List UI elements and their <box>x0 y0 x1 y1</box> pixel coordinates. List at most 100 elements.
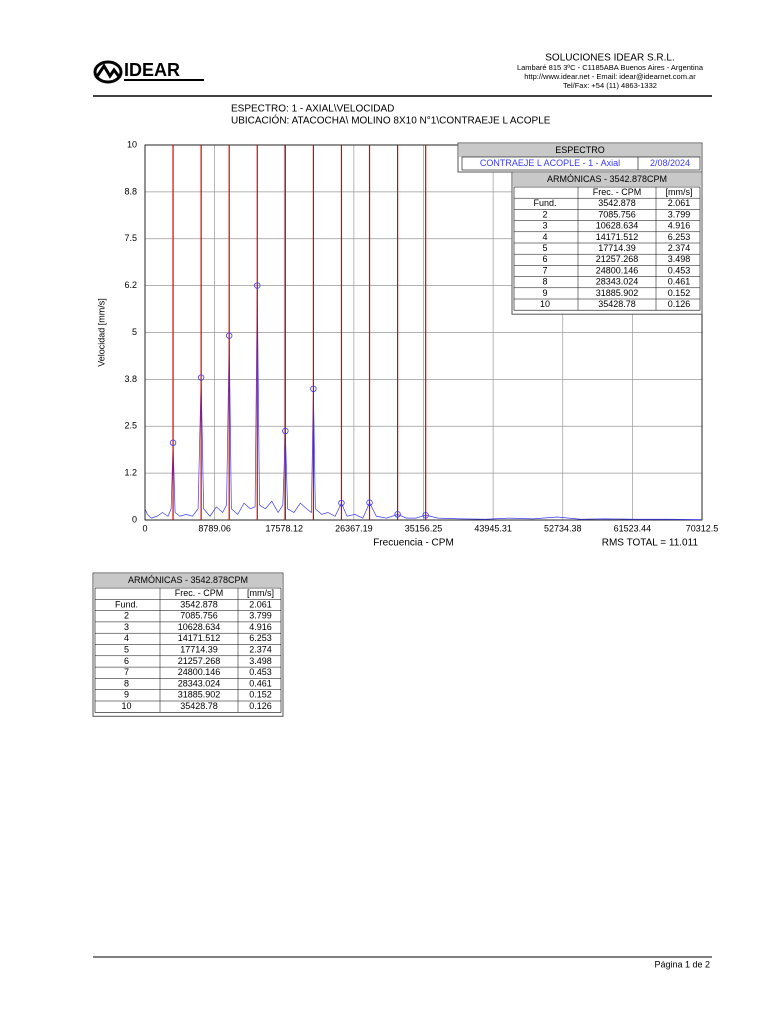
chart-harmonics-table-amplitude: 6.253 <box>668 232 691 242</box>
chart-harmonics-table-amplitude: 2.061 <box>668 198 691 208</box>
chart-harmonics-table-amplitude: 4.916 <box>668 221 691 231</box>
harmonics-table-frequency: 17714.39 <box>180 645 218 655</box>
rms-total: RMS TOTAL = 11.011 <box>602 538 699 549</box>
y-tick-label: 8.8 <box>124 186 137 196</box>
chart-harmonics-table-header: [mm/s] <box>666 187 693 197</box>
harmonics-table-order: 10 <box>121 701 131 711</box>
harmonics-table-amplitude: 0.152 <box>249 690 272 700</box>
harmonics-table-order: 4 <box>124 633 129 643</box>
chart-harmonics-table-frequency: 10628.634 <box>596 221 639 231</box>
chart-harmonics-table-order: 8 <box>542 277 547 287</box>
harmonics-table-order: 7 <box>124 667 129 677</box>
chart-harmonics-table-amplitude: 2.374 <box>668 243 691 253</box>
harmonics-table-amplitude: 6.253 <box>249 633 272 643</box>
chart-harmonics-table-frequency: 31885.902 <box>596 288 639 298</box>
x-tick-label: 43945.31 <box>474 523 512 533</box>
report-location: UBICACIÓN: ATACOCHA\ MOLINO 8X10 N°1\CON… <box>231 114 551 127</box>
harmonic-marker <box>422 512 429 519</box>
harmonics-table-frequency: 35428.78 <box>180 701 218 711</box>
company: SOLUCIONES IDEAR S.R.L. <box>545 53 674 64</box>
harmonic-marker <box>169 439 177 446</box>
y-tick-label: 2.5 <box>124 421 137 431</box>
harmonics-table-title-bg <box>94 574 282 587</box>
harmonics-table-frequency: 21257.268 <box>178 656 221 666</box>
harmonics-table-amplitude: 2.061 <box>249 599 272 609</box>
y-axis-label: Velocidad [mm/s] <box>96 298 106 367</box>
harmonics-table-order: 2 <box>124 611 129 621</box>
report-title: ESPECTRO: 1 - AXIAL\VELOCIDAD <box>231 104 394 115</box>
chart-harmonics-table-amplitude: 3.498 <box>668 254 691 264</box>
harmonics-table-frequency: 10628.634 <box>178 622 221 632</box>
harmonic-marker <box>310 385 317 393</box>
x-axis-label: Frecuencia - CPM <box>373 538 454 549</box>
logo: IDEAR <box>93 60 204 84</box>
harmonics-table-header: Frec. - CPM <box>175 588 224 598</box>
harmonic-marker <box>394 511 401 518</box>
y-tick-label: 1.2 <box>124 468 137 478</box>
chart-harmonics-table-order: 6 <box>542 254 547 264</box>
chart-harmonics-table-order: 10 <box>540 299 550 309</box>
logo-ring <box>93 60 123 84</box>
chart-harmonics-table-title: ARMÓNICAS - 3542.878CPM <box>547 174 667 184</box>
y-tick-label: 5 <box>132 327 137 337</box>
y-tick-label: 0 <box>132 514 137 524</box>
chart-harmonics-table-order: 3 <box>542 221 547 231</box>
harmonics-table-order: Fund. <box>115 599 138 609</box>
chart-harmonics-table-order: 5 <box>542 243 547 253</box>
logo-wave <box>94 63 122 79</box>
harmonics-table-frequency: 31885.902 <box>178 690 221 700</box>
y-tick-label: 10 <box>127 139 137 149</box>
page-number: Página 1 de 2 <box>654 959 710 969</box>
harmonics-table-amplitude: 3.799 <box>249 611 272 621</box>
harmonics-table-frequency: 14171.512 <box>178 633 221 643</box>
harmonics-table-frequency: 3542.878 <box>180 599 218 609</box>
logo-text: IDEAR <box>124 60 180 80</box>
harmonics-table-amplitude: 0.126 <box>249 701 272 711</box>
legend-date: 2/08/2024 <box>650 158 690 168</box>
chart-harmonics-table-order: 2 <box>542 209 547 219</box>
chart-harmonics-table-amplitude: 0.152 <box>668 288 691 298</box>
chart-harmonics-table-order: Fund. <box>533 198 556 208</box>
legend-entry: CONTRAEJE L ACOPLE - 1 - Axial <box>480 158 620 168</box>
x-tick-label: 61523.44 <box>614 523 652 533</box>
harmonics-table-title: ARMÓNICAS - 3542.878CPM <box>128 575 248 585</box>
harmonics-table-order: 8 <box>124 678 129 688</box>
harmonics-table-amplitude: 4.916 <box>249 622 272 632</box>
chart-harmonics-table-frequency: 17714.39 <box>598 243 636 253</box>
chart-harmonics-table-order: 7 <box>542 265 547 275</box>
harmonic-marker <box>225 332 233 339</box>
chart-harmonics-table-amplitude: 0.126 <box>668 299 691 309</box>
chart-harmonics-table-order: 9 <box>542 288 547 298</box>
chart-harmonics-table-frequency: 21257.268 <box>596 254 639 264</box>
x-tick-label: 26367.19 <box>335 523 373 533</box>
harmonics-table-frequency: 7085.756 <box>180 611 218 621</box>
phone: Tel/Fax: +54 (11) 4863-1332 <box>563 81 657 90</box>
chart-harmonics-table-order: 4 <box>542 232 547 242</box>
x-tick-label: 8789.06 <box>198 523 231 533</box>
harmonics-table-order: 5 <box>124 645 129 655</box>
harmonic-marker <box>338 499 345 507</box>
harmonics-table-frequency: 28343.024 <box>178 678 221 688</box>
chart-harmonics-table-amplitude: 0.461 <box>668 277 691 287</box>
chart-harmonics-table-header: Frec. - CPM <box>593 187 642 197</box>
harmonics-table-frequency: 24800.146 <box>178 667 221 677</box>
harmonics-table-order: 9 <box>124 690 129 700</box>
harmonics-table-header: [mm/s] <box>247 588 274 598</box>
y-tick-label: 6.2 <box>124 280 137 290</box>
chart-harmonics-table-frequency: 14171.512 <box>596 232 639 242</box>
harmonic-marker <box>197 374 205 381</box>
x-tick-label: 0 <box>142 523 147 533</box>
harmonics-table-amplitude: 2.374 <box>249 645 272 655</box>
x-tick-label: 17578.12 <box>265 523 303 533</box>
spectrum-line <box>144 285 703 520</box>
chart-harmonics-table-title-bg <box>513 173 701 186</box>
harmonic-marker <box>254 282 261 289</box>
chart-harmonics-table-grid <box>513 186 701 311</box>
harmonics-table-amplitude: 3.498 <box>249 656 272 666</box>
x-tick-label: 52734.38 <box>544 523 582 533</box>
chart-harmonics-table-frequency: 35428.78 <box>598 299 636 309</box>
chart-harmonics-table-amplitude: 3.799 <box>668 209 691 219</box>
y-tick-label: 3.8 <box>124 374 137 384</box>
x-tick-label: 70312.5 <box>686 523 719 533</box>
chart-harmonics-table-frequency: 3542.878 <box>598 198 636 208</box>
